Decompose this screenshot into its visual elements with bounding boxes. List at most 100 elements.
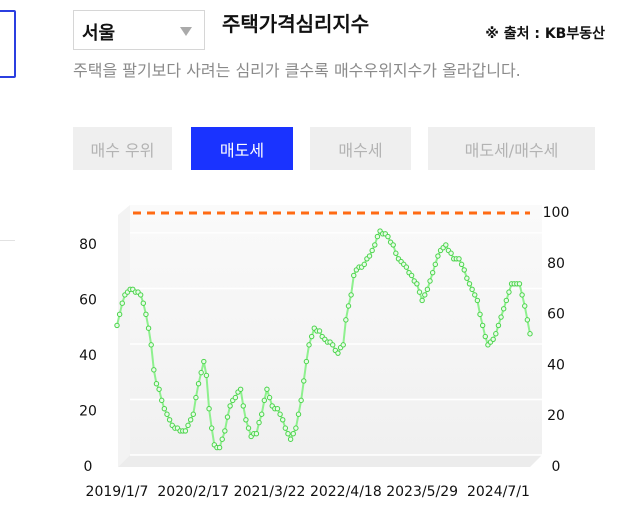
- y2-tick-label: 80: [547, 256, 565, 272]
- y2-tick-label: 100: [543, 205, 570, 221]
- data-point: [266, 394, 273, 401]
- description: 주택을 팔기보다 사려는 심리가 클수록 매수우위지수가 올라갑니다.: [73, 61, 521, 80]
- tab-button[interactable]: 매수세: [310, 127, 411, 170]
- data-point: [156, 386, 162, 392]
- data-point: [498, 314, 504, 320]
- data-point: [345, 303, 352, 309]
- data-point: [474, 297, 481, 304]
- data-point: [435, 253, 441, 259]
- data-point: [201, 358, 207, 365]
- data-point: [145, 325, 152, 331]
- data-point: [143, 311, 149, 318]
- data-point: [448, 250, 454, 256]
- data-point: [422, 292, 428, 298]
- data-point: [306, 342, 312, 348]
- data-point: [256, 419, 262, 426]
- data-point: [308, 333, 315, 340]
- data-point: [216, 444, 223, 451]
- data-point: [330, 342, 336, 348]
- data-point: [503, 297, 510, 304]
- y2-tick-label: 20: [547, 408, 565, 424]
- data-point: [219, 436, 225, 442]
- data-point: [277, 411, 283, 417]
- data-point: [390, 242, 396, 248]
- dropdown-arrow: [180, 27, 192, 36]
- data-point: [374, 233, 381, 240]
- data-point: [290, 430, 296, 437]
- data-point: [343, 317, 349, 323]
- data-point: [264, 386, 270, 392]
- data-point: [240, 403, 246, 409]
- data-point: [232, 394, 239, 401]
- x-tick-label: 2024/7/1: [467, 484, 530, 500]
- data-point: [335, 350, 341, 356]
- data-point: [424, 286, 431, 293]
- data-point: [151, 367, 157, 373]
- tab-button[interactable]: 매도세: [191, 127, 293, 170]
- data-point: [385, 233, 391, 240]
- data-point: [116, 311, 123, 318]
- data-point: [187, 417, 194, 423]
- tab-button[interactable]: 매수 우위: [73, 127, 172, 170]
- data-point: [316, 328, 323, 334]
- data-point: [245, 425, 252, 431]
- data-point: [182, 428, 189, 434]
- data-point: [495, 322, 502, 329]
- data-point: [432, 261, 438, 268]
- region-select[interactable]: 서울: [73, 10, 205, 50]
- data-point: [361, 261, 367, 268]
- data-point: [516, 281, 523, 287]
- data-point: [159, 397, 165, 404]
- tab-button[interactable]: 매도세/매수세: [428, 127, 595, 170]
- data-point: [195, 381, 202, 387]
- data-point: [408, 272, 415, 279]
- data-point: [469, 286, 475, 293]
- title: 주택가격심리지수: [222, 12, 370, 36]
- data-point: [114, 322, 120, 329]
- y2-tick-label: 40: [547, 357, 565, 373]
- data-point: [209, 425, 215, 431]
- x-tick-label: 2021/3/22: [234, 484, 306, 500]
- data-point: [243, 417, 249, 423]
- y-tick-label: 60: [79, 292, 97, 308]
- source: ※ 출처 : KB부동산: [485, 26, 605, 42]
- data-point: [414, 281, 420, 287]
- divider: [0, 240, 15, 241]
- data-point: [493, 331, 499, 337]
- x-tick-label: 2023/5/29: [386, 484, 458, 500]
- side-panel: [0, 10, 16, 78]
- y-tick-label: 20: [79, 403, 97, 419]
- data-point: [482, 333, 488, 340]
- data-point: [285, 430, 291, 437]
- data-point: [258, 411, 265, 417]
- data-point: [490, 336, 496, 343]
- data-point: [524, 317, 531, 323]
- data-point: [366, 253, 373, 259]
- data-point: [427, 278, 433, 284]
- data-point: [224, 414, 231, 420]
- data-point: [403, 264, 410, 270]
- data-point: [280, 417, 286, 423]
- data-point: [416, 289, 423, 295]
- data-point: [464, 275, 470, 281]
- data-point: [372, 242, 378, 248]
- data-point: [458, 261, 465, 268]
- data-point: [527, 331, 533, 337]
- y2-tick-label: 0: [552, 459, 561, 475]
- data-point: [303, 358, 310, 365]
- data-point: [393, 250, 399, 256]
- data-point: [190, 411, 196, 417]
- y2-tick-label: 60: [547, 307, 565, 323]
- data-point: [340, 342, 346, 348]
- data-point: [443, 242, 449, 248]
- y-tick-label: 0: [84, 459, 93, 475]
- data-point: [351, 272, 357, 279]
- data-point: [522, 303, 528, 309]
- x-tick-label: 2022/4/18: [310, 484, 382, 500]
- y-tick-label: 40: [79, 348, 97, 364]
- data-point: [206, 406, 212, 412]
- data-point: [222, 428, 228, 434]
- data-point: [479, 322, 486, 329]
- data-point: [298, 397, 304, 404]
